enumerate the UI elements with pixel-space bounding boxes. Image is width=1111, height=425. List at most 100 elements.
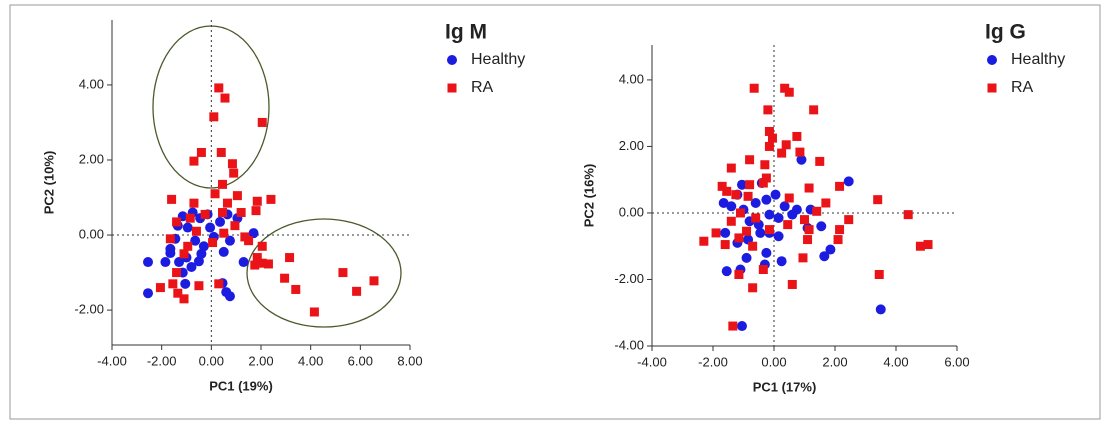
point: [816, 221, 827, 232]
legend-label: RA: [471, 79, 494, 96]
point: [742, 226, 752, 236]
point: [721, 266, 732, 277]
point: [263, 259, 273, 269]
x-tick-label: -2.00: [698, 354, 728, 369]
point: [369, 276, 379, 286]
point: [804, 225, 814, 235]
point: [180, 278, 191, 289]
point: [191, 226, 201, 236]
point: [193, 256, 204, 267]
point: [770, 189, 781, 200]
point: [743, 191, 753, 201]
point: [257, 258, 267, 268]
point: [210, 189, 220, 199]
point: [726, 163, 736, 173]
y-tick-label: 2.00: [79, 151, 104, 166]
point: [718, 197, 729, 208]
point: [224, 291, 235, 302]
point: [224, 235, 235, 246]
point: [795, 147, 805, 157]
point: [168, 279, 178, 289]
point: [285, 253, 295, 263]
x-axis-title: PC1 (17%): [753, 379, 817, 394]
point: [783, 220, 793, 230]
point: [219, 228, 229, 238]
point: [252, 196, 262, 206]
chart-title: Ig M: [445, 21, 487, 44]
point: [800, 215, 809, 225]
point: [821, 198, 831, 208]
point: [833, 235, 843, 245]
point: [809, 105, 819, 115]
point: [186, 261, 197, 272]
x-tick-label: 0.00: [761, 354, 786, 369]
point: [250, 260, 260, 270]
point: [218, 179, 228, 189]
point: [257, 117, 267, 127]
point: [825, 244, 836, 255]
point: [209, 112, 219, 122]
point: [773, 212, 784, 223]
point: [720, 240, 730, 250]
x-tick-label: 0.00: [199, 353, 224, 368]
point: [735, 208, 745, 218]
point: [784, 193, 794, 203]
point: [763, 105, 773, 115]
point: [218, 208, 228, 218]
point: [835, 225, 845, 235]
point: [218, 246, 229, 257]
frame: [9, 4, 1101, 420]
point: [183, 241, 193, 251]
point: [205, 222, 216, 233]
point: [764, 141, 774, 151]
point: [173, 288, 183, 298]
point: [179, 249, 189, 259]
point: [726, 201, 737, 212]
y-tick-label: -4.00: [614, 337, 644, 352]
point: [755, 227, 766, 238]
point: [777, 148, 787, 158]
legend-marker: [447, 55, 457, 65]
point: [767, 133, 777, 143]
point: [179, 294, 189, 304]
point: [182, 222, 193, 233]
point: [796, 154, 807, 165]
x-tick-label: 8.00: [397, 353, 422, 368]
point: [749, 83, 759, 93]
point: [784, 87, 794, 97]
point: [711, 228, 721, 238]
point: [923, 240, 933, 250]
point: [220, 93, 230, 103]
point: [200, 209, 210, 219]
y-tick-label: 2.00: [619, 138, 644, 153]
point: [699, 236, 709, 246]
chart-title: Ig G: [985, 21, 1026, 44]
point: [812, 206, 822, 216]
point: [764, 225, 774, 235]
point: [874, 269, 884, 279]
point: [780, 83, 790, 93]
point: [875, 304, 886, 315]
point: [230, 221, 240, 231]
point: [214, 279, 224, 289]
point: [750, 197, 761, 208]
point: [835, 181, 845, 191]
point: [758, 178, 768, 188]
point: [798, 253, 808, 263]
point: [167, 194, 177, 204]
x-tick-label: 4.00: [298, 353, 323, 368]
legend-label: Healthy: [471, 51, 525, 68]
point: [773, 231, 784, 242]
x-tick-label: -2.00: [147, 353, 177, 368]
point: [728, 321, 738, 331]
point: [779, 201, 790, 212]
x-tick-label: -4.00: [637, 354, 667, 369]
point: [280, 273, 290, 283]
point: [194, 281, 204, 291]
point: [903, 210, 913, 220]
point: [174, 257, 185, 268]
point: [165, 234, 175, 244]
point: [252, 253, 262, 263]
point: [751, 213, 761, 223]
